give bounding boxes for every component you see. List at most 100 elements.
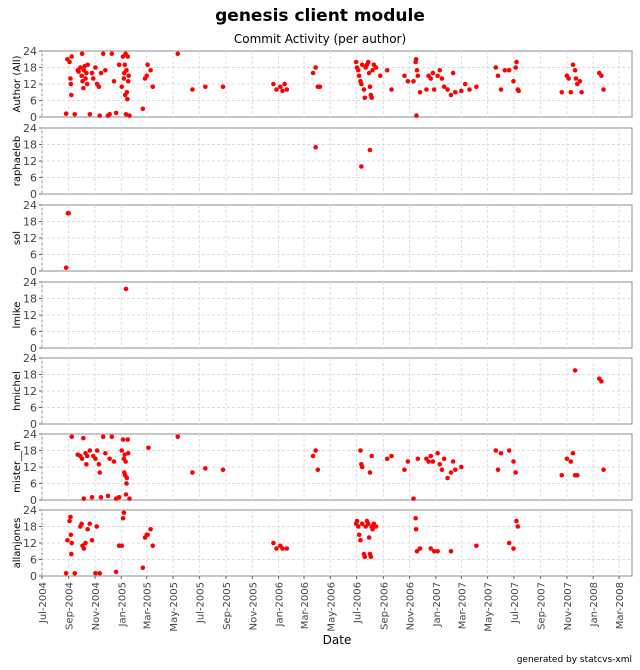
x-tick-label: Nov-2005	[248, 582, 259, 630]
data-point	[411, 78, 416, 84]
data-point	[402, 73, 407, 79]
data-point	[448, 548, 454, 554]
data-point	[573, 76, 579, 81]
data-point	[85, 62, 90, 68]
y-tick-label: 18	[23, 521, 37, 534]
data-point	[495, 467, 501, 473]
data-point	[559, 472, 565, 478]
data-point	[310, 70, 316, 76]
data-point	[493, 448, 499, 453]
data-point	[69, 54, 75, 59]
data-point	[271, 540, 276, 546]
data-point	[87, 521, 93, 527]
data-point	[435, 548, 440, 554]
data-point	[564, 456, 570, 462]
x-tick-label: Jan-2005	[117, 582, 128, 627]
x-tick-label: May-2006	[326, 582, 337, 632]
data-point	[124, 67, 129, 73]
data-point	[369, 95, 374, 101]
data-point	[568, 89, 574, 95]
data-point	[125, 54, 131, 59]
x-axis-title: Date	[323, 633, 352, 647]
data-point	[87, 448, 93, 453]
data-point	[448, 92, 454, 98]
data-point	[450, 459, 456, 464]
data-point	[220, 467, 226, 473]
data-point	[313, 65, 318, 70]
panel-y-label: raphaeleb	[12, 136, 23, 186]
data-point	[367, 84, 373, 90]
data-point	[369, 453, 374, 459]
data-point	[69, 540, 75, 546]
data-point	[190, 470, 195, 475]
data-point	[353, 59, 359, 65]
data-point	[356, 73, 362, 79]
y-tick-label: 6	[30, 172, 37, 185]
panel-y-label: allanjones	[12, 518, 23, 569]
data-point	[67, 59, 72, 65]
data-point	[359, 164, 364, 169]
data-point	[462, 81, 468, 87]
data-point	[94, 448, 100, 453]
data-point	[370, 526, 375, 532]
x-tick-label: Mar-2008	[615, 582, 626, 629]
data-point	[100, 434, 106, 440]
y-tick-label: 0	[30, 342, 37, 355]
data-point	[124, 481, 129, 486]
data-point	[430, 70, 436, 76]
data-point	[220, 84, 226, 90]
panel-lmike: 0 6 12 18 24 lmike	[12, 276, 633, 355]
data-point	[467, 87, 472, 92]
panel-y-label: mister__m	[12, 441, 23, 493]
data-point	[125, 78, 131, 84]
data-point	[81, 435, 86, 441]
data-point	[280, 546, 285, 551]
data-point	[599, 379, 604, 384]
data-point	[502, 67, 508, 73]
data-point	[428, 76, 434, 81]
y-tick-label: 18	[23, 293, 37, 306]
data-point	[109, 434, 115, 440]
data-point	[278, 84, 283, 90]
y-tick-label: 24	[23, 45, 37, 58]
y-tick-label: 18	[23, 62, 37, 75]
data-point	[84, 461, 89, 467]
data-point	[435, 73, 440, 79]
data-point	[313, 448, 318, 453]
data-point	[122, 452, 128, 457]
data-point	[431, 87, 437, 92]
data-point	[511, 546, 516, 551]
data-point	[370, 67, 375, 73]
data-point	[284, 546, 290, 551]
data-point	[119, 448, 125, 453]
data-point	[453, 89, 458, 95]
data-point	[570, 450, 576, 456]
data-point	[405, 78, 411, 84]
data-point	[121, 510, 127, 516]
data-point	[145, 532, 150, 538]
data-point	[568, 459, 574, 464]
data-point	[506, 448, 512, 453]
data-point	[384, 67, 390, 73]
x-tick-label: Jan-2006	[275, 582, 286, 627]
data-point	[127, 113, 132, 118]
x-tick-label: Jul-2006	[353, 582, 364, 624]
chart-title: genesis client module	[215, 6, 425, 26]
data-point	[148, 526, 153, 532]
data-point	[81, 85, 86, 91]
data-point	[378, 73, 383, 79]
x-tick-label: May-2007	[484, 582, 495, 632]
data-point	[94, 524, 100, 529]
data-point	[113, 110, 119, 116]
data-point	[366, 70, 372, 76]
data-point	[116, 62, 122, 68]
data-point	[474, 543, 479, 549]
y-tick-label: 12	[23, 78, 37, 91]
data-point	[405, 459, 411, 464]
data-point	[448, 470, 454, 475]
data-point	[516, 88, 521, 94]
data-point	[83, 76, 88, 81]
data-point	[271, 81, 276, 87]
